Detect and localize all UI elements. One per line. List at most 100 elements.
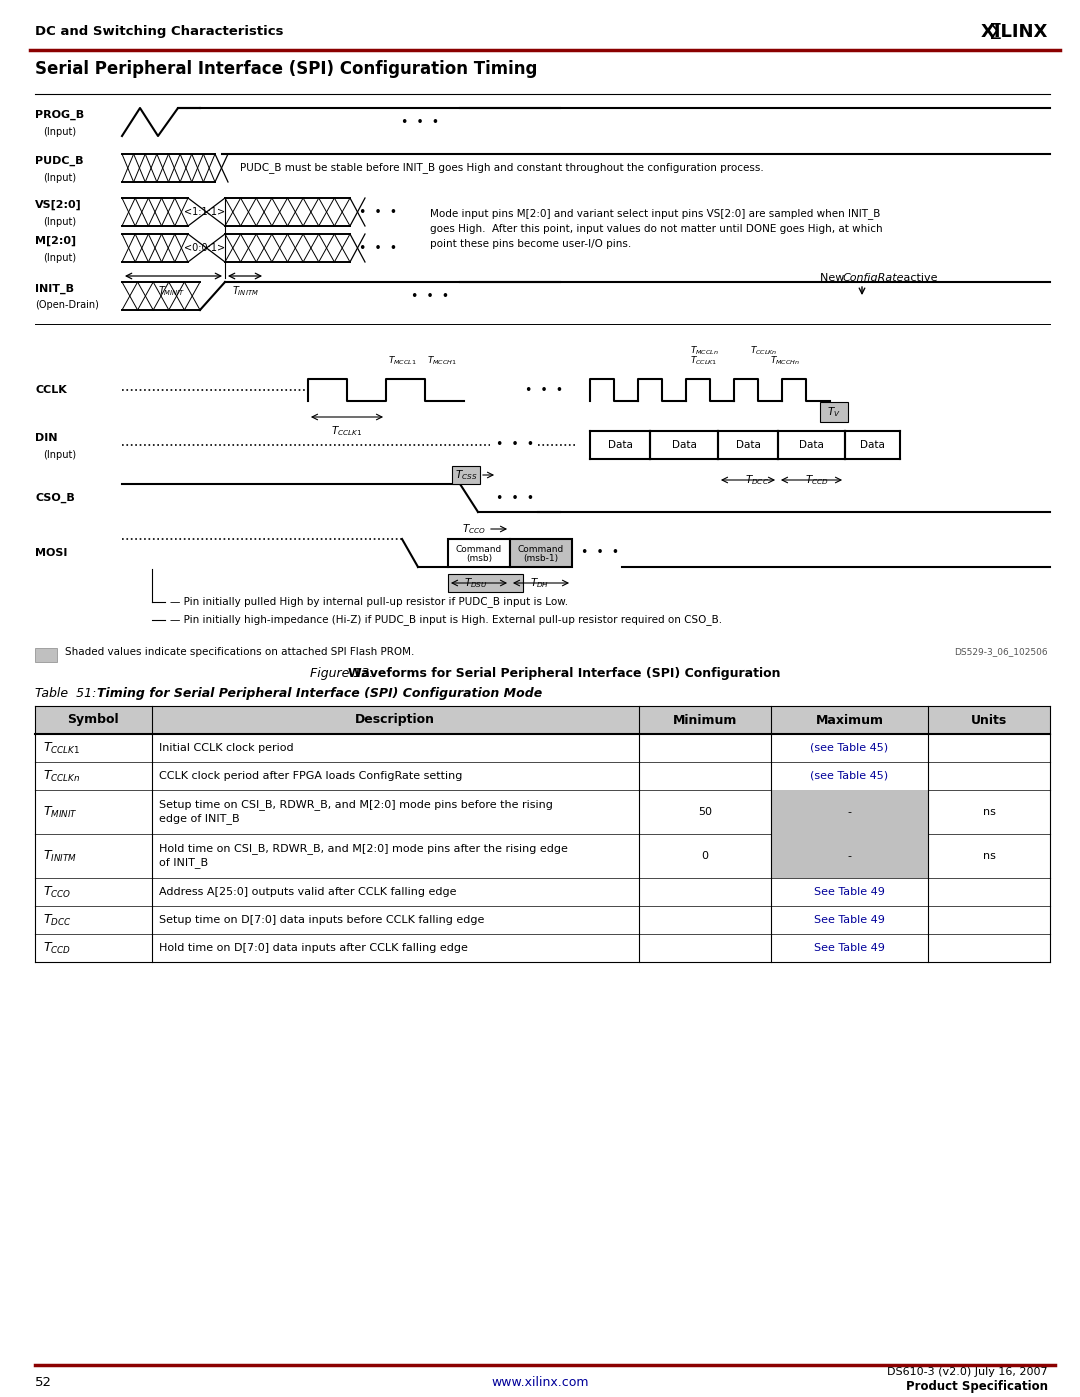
Text: Shaded values indicate specifications on attached SPI Flash PROM.: Shaded values indicate specifications on…: [65, 647, 415, 657]
Text: INIT_B: INIT_B: [35, 284, 75, 293]
Text: CCLK clock period after FPGA loads ConfigRate setting: CCLK clock period after FPGA loads Confi…: [159, 771, 462, 781]
Text: of INIT_B: of INIT_B: [159, 858, 207, 869]
Text: Address A[25:0] outputs valid after CCLK falling edge: Address A[25:0] outputs valid after CCLK…: [159, 887, 456, 897]
Text: $T_{DCC}$: $T_{DCC}$: [745, 474, 769, 486]
Text: (Input): (Input): [43, 127, 76, 137]
Text: Description: Description: [355, 714, 435, 726]
Bar: [510, 539, 572, 567]
Text: Mode input pins M[2:0] and variant select input pins VS[2:0] are sampled when IN: Mode input pins M[2:0] and variant selec…: [430, 208, 882, 249]
Bar: [35, 789, 1050, 834]
Text: Table  51:: Table 51:: [35, 687, 105, 700]
Text: $T_{CCLK\mathit{n}}$: $T_{CCLK\mathit{n}}$: [43, 768, 80, 784]
Text: $T_{DH}$: $T_{DH}$: [530, 576, 550, 590]
Bar: [35, 648, 57, 662]
Bar: [35, 907, 1050, 935]
Text: $T_{MCCH1}$: $T_{MCCH1}$: [427, 355, 457, 367]
Text: Data: Data: [608, 440, 633, 450]
Text: $T_{INITM}$: $T_{INITM}$: [231, 284, 258, 298]
Text: Command: Command: [456, 545, 502, 555]
Text: (see Table 45): (see Table 45): [810, 771, 889, 781]
Bar: [35, 834, 1050, 877]
Text: Figure 13:: Figure 13:: [310, 668, 381, 680]
Text: See Table 49: See Table 49: [814, 887, 885, 897]
Text: Minimum: Minimum: [673, 714, 737, 726]
Text: (Input): (Input): [43, 450, 76, 460]
Text: <1:1:1>: <1:1:1>: [185, 207, 226, 217]
Text: (Input): (Input): [43, 217, 76, 226]
Text: 50: 50: [698, 807, 712, 817]
Text: •  •  •: • • •: [359, 242, 397, 254]
Text: CCLK: CCLK: [35, 386, 67, 395]
Text: New: New: [820, 272, 848, 284]
Text: active: active: [900, 272, 937, 284]
Text: (Input): (Input): [43, 173, 76, 183]
Text: DS529-3_06_102506: DS529-3_06_102506: [955, 647, 1048, 657]
Text: $T_{DCC}$: $T_{DCC}$: [43, 912, 71, 928]
Text: ns: ns: [983, 851, 996, 861]
Text: Hold time on D[7:0] data inputs after CCLK falling edge: Hold time on D[7:0] data inputs after CC…: [159, 943, 468, 953]
Text: $T_{CSS}$: $T_{CSS}$: [455, 468, 477, 482]
Text: $T_{MINIT}$: $T_{MINIT}$: [159, 284, 186, 298]
Text: $T_{MCCLn}$: $T_{MCCLn}$: [690, 345, 719, 358]
Text: $T_{INITM}$: $T_{INITM}$: [43, 848, 77, 863]
Bar: [448, 539, 510, 567]
Text: Maximum: Maximum: [815, 714, 883, 726]
Text: www.xilinx.com: www.xilinx.com: [491, 1376, 589, 1390]
Text: •  •  •: • • •: [359, 205, 397, 218]
Bar: [35, 705, 1050, 733]
Text: Data: Data: [860, 440, 885, 450]
Text: MOSI: MOSI: [35, 548, 67, 557]
Text: $T_{MINIT}$: $T_{MINIT}$: [43, 805, 78, 820]
Text: $T_{CCO}$: $T_{CCO}$: [462, 522, 486, 536]
Text: — Pin initially high-impedance (Hi-Z) if PUDC_B input is High. External pull-up : — Pin initially high-impedance (Hi-Z) if…: [170, 615, 723, 626]
Bar: [771, 834, 928, 877]
Text: $T_{CCLK1}$: $T_{CCLK1}$: [332, 425, 363, 437]
Bar: [35, 733, 1050, 761]
Text: See Table 49: See Table 49: [814, 915, 885, 925]
Bar: [35, 761, 1050, 789]
Text: edge of INIT_B: edge of INIT_B: [159, 813, 240, 824]
Text: (msb-1): (msb-1): [524, 553, 558, 563]
Text: PUDC_B: PUDC_B: [35, 155, 83, 166]
Bar: [35, 935, 1050, 963]
Text: XILINX: XILINX: [981, 22, 1048, 41]
Text: (Open-Drain): (Open-Drain): [35, 300, 99, 310]
Text: -: -: [848, 851, 851, 861]
Text: Waveforms for Serial Peripheral Interface (SPI) Configuration: Waveforms for Serial Peripheral Interfac…: [348, 668, 781, 680]
Text: Setup time on D[7:0] data inputs before CCLK falling edge: Setup time on D[7:0] data inputs before …: [159, 915, 484, 925]
Text: — Pin initially pulled High by internal pull-up resistor if PUDC_B input is Low.: — Pin initially pulled High by internal …: [170, 597, 568, 608]
Text: Timing for Serial Peripheral Interface (SPI) Configuration Mode: Timing for Serial Peripheral Interface (…: [97, 687, 542, 700]
Text: $T_{MCCL1}$: $T_{MCCL1}$: [388, 355, 417, 367]
Text: Setup time on CSI_B, RDWR_B, and M[2:0] mode pins before the rising: Setup time on CSI_B, RDWR_B, and M[2:0] …: [159, 799, 553, 810]
Text: $T_{DSU}$: $T_{DSU}$: [464, 576, 488, 590]
Text: Data: Data: [735, 440, 760, 450]
Text: $T_{MCCHn}$: $T_{MCCHn}$: [770, 355, 800, 367]
Text: $T_{CCD}$: $T_{CCD}$: [43, 940, 71, 956]
Text: VS[2:0]: VS[2:0]: [35, 200, 82, 210]
Text: •  •  •: • • •: [401, 116, 440, 129]
Text: (see Table 45): (see Table 45): [810, 743, 889, 753]
Text: <0:0:1>: <0:0:1>: [185, 243, 226, 253]
Text: $T_V$: $T_V$: [827, 405, 841, 419]
Text: M[2:0]: M[2:0]: [35, 236, 76, 246]
Text: Symbol: Symbol: [68, 714, 119, 726]
Text: See Table 49: See Table 49: [814, 943, 885, 953]
Text: Command: Command: [518, 545, 564, 555]
Bar: [35, 877, 1050, 907]
Text: PROG_B: PROG_B: [35, 110, 84, 120]
Text: Data: Data: [672, 440, 697, 450]
Text: 52: 52: [35, 1376, 52, 1390]
Text: $T_{CCO}$: $T_{CCO}$: [43, 884, 71, 900]
Text: •  •  •: • • •: [496, 492, 535, 504]
Text: (msb): (msb): [465, 553, 492, 563]
Text: $\Sigma$: $\Sigma$: [988, 22, 1002, 43]
Text: DIN: DIN: [35, 433, 57, 443]
Text: Initial CCLK clock period: Initial CCLK clock period: [159, 743, 294, 753]
Text: Serial Peripheral Interface (SPI) Configuration Timing: Serial Peripheral Interface (SPI) Config…: [35, 60, 538, 78]
Text: Hold time on CSI_B, RDWR_B, and M[2:0] mode pins after the rising edge: Hold time on CSI_B, RDWR_B, and M[2:0] m…: [159, 844, 568, 855]
Text: 0: 0: [701, 851, 708, 861]
Text: DC and Switching Characteristics: DC and Switching Characteristics: [35, 25, 283, 39]
Text: (Input): (Input): [43, 253, 76, 263]
Text: •  •  •: • • •: [496, 439, 535, 451]
Text: •  •  •: • • •: [581, 546, 619, 560]
